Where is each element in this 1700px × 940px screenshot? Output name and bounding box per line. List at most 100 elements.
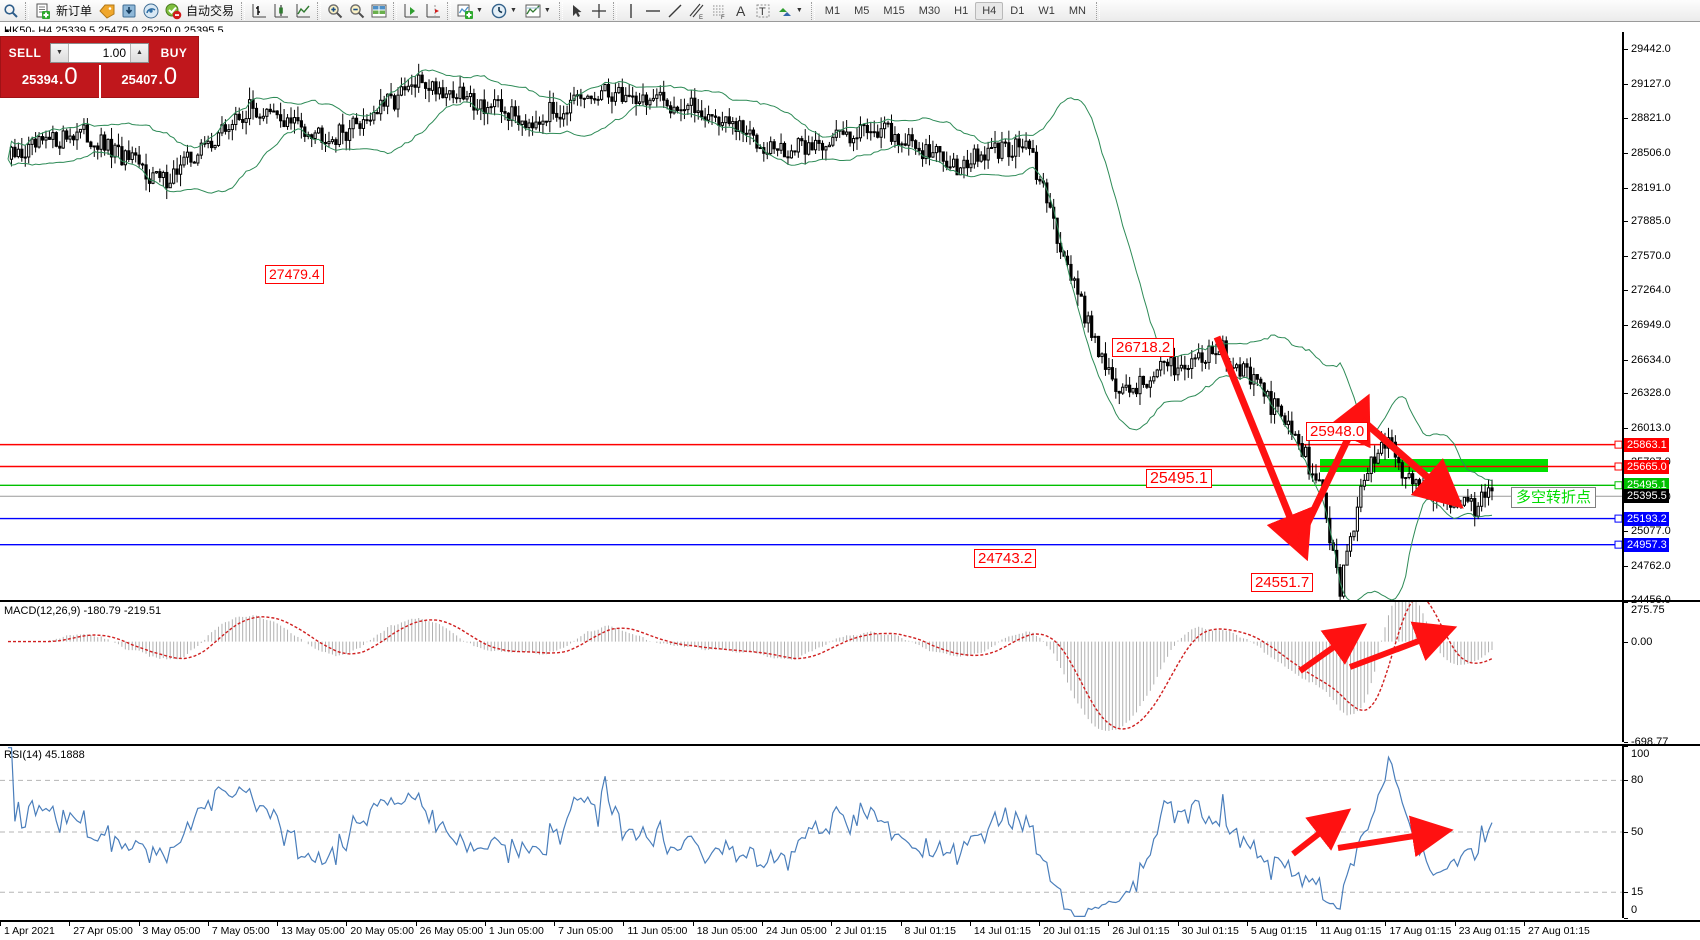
toolbar-search-icon[interactable]: [0, 1, 22, 21]
text-tool-icon[interactable]: A: [730, 1, 752, 21]
price-level-tag[interactable]: 25395.5: [1624, 489, 1669, 504]
trade-panel-prices: 25394 . 0 25407 . 0: [1, 65, 198, 98]
time-axis-label: 30 Jul 01:15: [1181, 925, 1239, 937]
vertical-line-icon[interactable]: [620, 1, 642, 21]
chevron-down-icon[interactable]: ▼: [476, 7, 483, 14]
volume-decrease-icon[interactable]: ▼: [51, 43, 69, 62]
macd-signal-line: [8, 602, 1493, 730]
macd-tick: [1624, 641, 1628, 643]
time-axis-label: 11 Jun 05:00: [627, 925, 688, 937]
volume-increase-icon[interactable]: ▲: [130, 43, 148, 62]
timeframe-h1[interactable]: H1: [954, 4, 969, 17]
timeframe-m30[interactable]: M30: [918, 4, 941, 17]
candlestick-chart-icon[interactable]: [270, 1, 292, 21]
annotation-27479[interactable]: 27479.4: [265, 265, 324, 284]
time-axis-tick: [692, 922, 694, 926]
chevron-down-icon-4[interactable]: ▼: [795, 7, 803, 14]
macd-pane[interactable]: [0, 602, 1622, 742]
price-tick: [1624, 221, 1628, 223]
new-order-button[interactable]: 新订单: [32, 1, 96, 21]
time-axis-tick: [1246, 922, 1248, 926]
rsi-tick: [1624, 918, 1628, 919]
bar-chart-icon[interactable]: [248, 1, 270, 21]
period-clock-button[interactable]: ▼: [488, 1, 522, 21]
annotation-24551[interactable]: 24551.7: [1251, 573, 1314, 592]
tag-icon[interactable]: [96, 1, 118, 21]
arrows-tool-button[interactable]: ▼: [774, 1, 808, 21]
price-axis[interactable]: 29442.0 29127.0 28821.0 28506.0 28191.0 27885…: [1622, 32, 1700, 606]
sell-button[interactable]: SELL: [8, 45, 42, 60]
buy-price-int: 25407: [121, 72, 158, 87]
annotation-25495[interactable]: 25495.1: [1146, 469, 1212, 488]
rsi-tick-label: 0: [1631, 904, 1638, 916]
autotrade-button[interactable]: 自动交易: [162, 1, 238, 21]
time-axis-tick: [415, 922, 417, 926]
chart-area[interactable]: HK50-,H4 25339.5 25475.0 25250.0 25395.5…: [0, 22, 1700, 940]
price-tick-label: 28191.0: [1631, 181, 1671, 194]
signals-icon[interactable]: [140, 1, 162, 21]
price-tick-label: 28821.0: [1631, 112, 1671, 125]
add-indicator-button[interactable]: ▼: [454, 1, 488, 21]
price-level-tag[interactable]: 25193.2: [1624, 511, 1669, 526]
timeframe-w1[interactable]: W1: [1038, 4, 1055, 17]
price-level-tag[interactable]: 25665.0: [1624, 459, 1669, 474]
price-pane[interactable]: [0, 32, 1622, 600]
buy-price[interactable]: 25407 . 0: [101, 65, 199, 98]
fibonacci-icon[interactable]: F: [708, 1, 730, 21]
price-level-tag[interactable]: 25495.1: [1624, 478, 1669, 493]
crosshair-icon[interactable]: [588, 1, 610, 21]
line-chart-icon[interactable]: [292, 1, 314, 21]
timeframe-mn[interactable]: MN: [1068, 4, 1086, 17]
price-tick: [1624, 49, 1628, 51]
auto-scroll-icon[interactable]: [400, 1, 422, 21]
price-level-tag[interactable]: 24957.3: [1624, 537, 1669, 552]
trendline-icon[interactable]: [664, 1, 686, 21]
time-axis-tick: [207, 922, 209, 926]
support-zone-highlight[interactable]: [1320, 459, 1548, 472]
time-axis-label: 18 Jun 05:00: [696, 925, 758, 937]
zoom-out-icon[interactable]: [346, 1, 368, 21]
bollinger-lower: [7, 101, 1493, 600]
volume-value[interactable]: 1.00: [102, 45, 126, 60]
price-tick-label: 27570.0: [1631, 250, 1671, 263]
equidistant-channel-icon[interactable]: E: [686, 1, 708, 21]
time-axis-tick: [0, 922, 1, 926]
download-icon[interactable]: [118, 1, 140, 21]
rsi-tick: [1624, 832, 1628, 833]
price-tick: [1624, 531, 1628, 533]
timeframe-m5[interactable]: M5: [854, 4, 870, 17]
horizontal-line-icon[interactable]: [642, 1, 664, 21]
timeframe-m15[interactable]: M15: [883, 4, 905, 17]
macd-tick: [1624, 602, 1628, 603]
timeframe-m1[interactable]: M1: [824, 4, 841, 17]
zoom-in-icon[interactable]: [324, 1, 346, 21]
cursor-select-icon[interactable]: [566, 1, 588, 21]
chevron-down-icon-2[interactable]: ▼: [509, 7, 517, 14]
candlestick-series: [9, 63, 1494, 600]
annotation-26718[interactable]: 26718.2: [1112, 338, 1175, 357]
volume-stepper[interactable]: ▼ 1.00 ▲: [50, 42, 149, 63]
price-tick-label: 26949.0: [1631, 318, 1671, 331]
tile-windows-icon[interactable]: [368, 1, 390, 21]
price-tick: [1624, 324, 1628, 326]
chevron-down-icon-3[interactable]: ▼: [543, 7, 551, 14]
text-label-icon[interactable]: T: [752, 1, 774, 21]
timeframe-h4[interactable]: H4: [975, 1, 1004, 20]
time-axis-tick: [1454, 922, 1456, 926]
time-axis-tick: [900, 922, 902, 926]
annotation-turning-point-cn[interactable]: 多空转折点: [1511, 487, 1597, 508]
rsi-pane[interactable]: [0, 746, 1622, 918]
annotation-24743[interactable]: 24743.2: [974, 549, 1037, 568]
buy-button[interactable]: BUY: [160, 45, 188, 60]
one-click-trading-panel[interactable]: SELL ▼ 1.00 ▲ BUY 25394 . 0 25407 . 0: [0, 36, 199, 98]
chart-shift-icon[interactable]: [422, 1, 444, 21]
templates-button[interactable]: ▼: [522, 1, 556, 21]
time-axis-tick: [484, 922, 486, 926]
price-tick: [1624, 152, 1628, 154]
price-level-tag[interactable]: 25863.1: [1624, 437, 1669, 452]
annotation-25948[interactable]: 25948.0: [1306, 422, 1369, 441]
timeframe-d1[interactable]: D1: [1010, 4, 1025, 17]
rsi-tick-label: 80: [1631, 774, 1644, 787]
toolbar-separator-8: [810, 1, 815, 20]
sell-price[interactable]: 25394 . 0: [1, 65, 99, 98]
